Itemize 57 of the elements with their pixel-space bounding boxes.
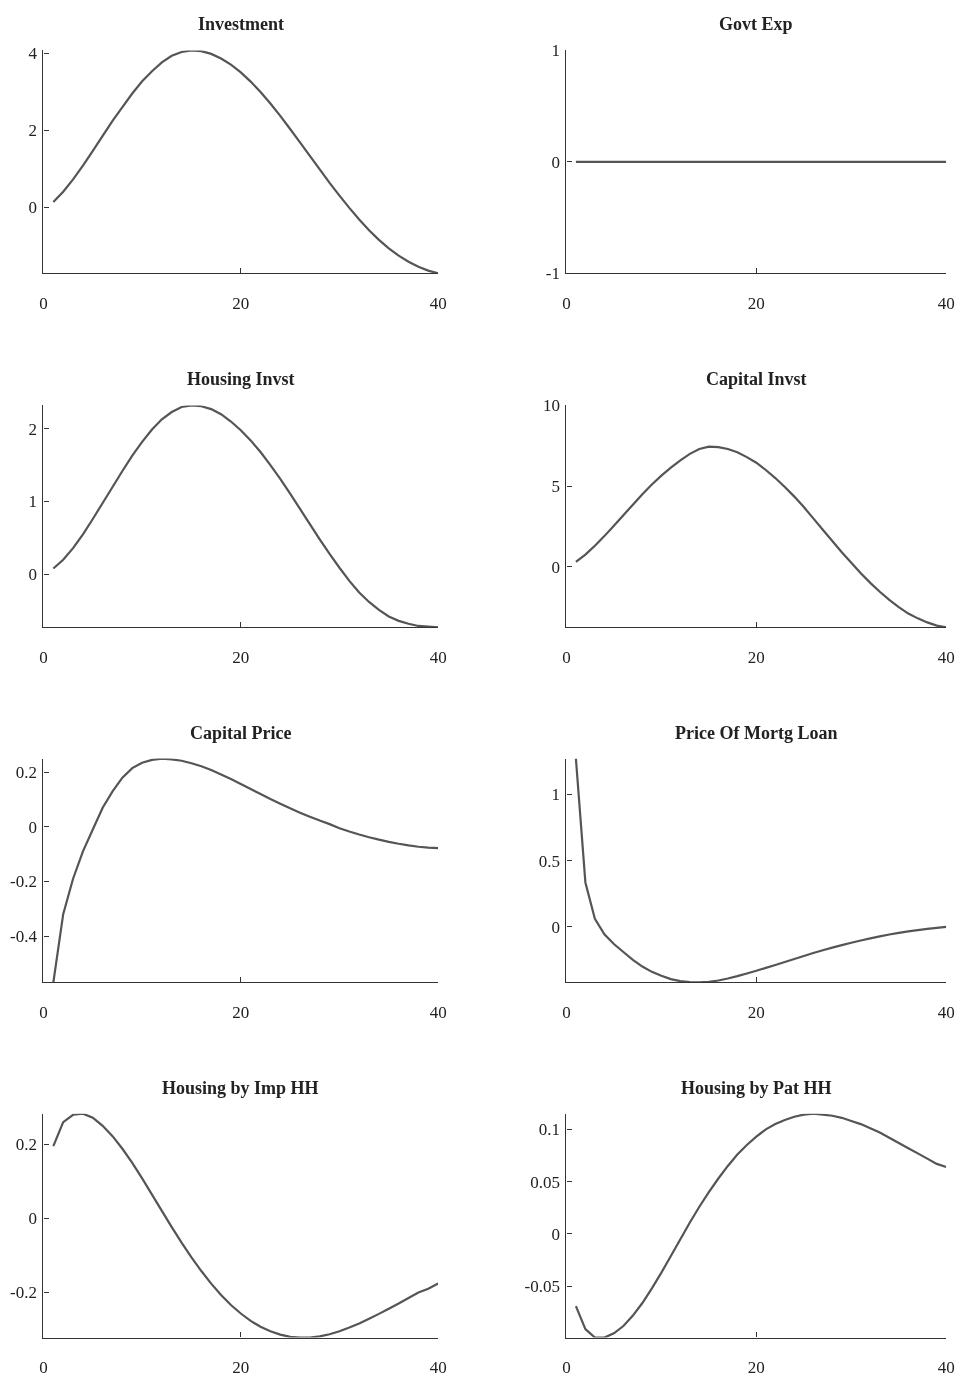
line-series <box>574 445 947 628</box>
x-tick-label: 20 <box>747 647 765 667</box>
y-tick-label: 0.2 <box>15 1135 37 1155</box>
x-tick-label: 20 <box>747 1002 765 1022</box>
x-tick-label: 40 <box>429 1358 447 1378</box>
y-tick-label: 10 <box>542 396 560 416</box>
y-tick-label: 0.05 <box>530 1172 560 1192</box>
x-tick-label: 20 <box>232 1358 250 1378</box>
y-tick-label: 0 <box>28 198 37 218</box>
y-tick-label: -0.2 <box>10 1283 37 1303</box>
x-tick-label: 40 <box>429 1002 447 1022</box>
y-tick-label: -0.2 <box>10 872 37 892</box>
y-tick-label: 0 <box>551 152 560 172</box>
y-tick-label: 2 <box>28 121 37 141</box>
y-tick-label: 1 <box>28 492 37 512</box>
chart-title: Investment <box>198 14 284 34</box>
x-tick-label: 20 <box>232 1002 250 1022</box>
x-tick-label: 40 <box>429 647 447 667</box>
y-tick-label: -0.4 <box>10 927 38 946</box>
x-tick-label: 20 <box>232 293 250 313</box>
y-tick-label: 0 <box>551 557 560 577</box>
x-tick-label: 20 <box>232 647 250 667</box>
y-tick-label: 0 <box>551 1224 560 1244</box>
y-tick-label: 0 <box>28 565 37 585</box>
x-tick-label: 40 <box>937 1002 955 1022</box>
x-tick-label: 40 <box>937 1358 955 1378</box>
y-tick-label: 4 <box>28 44 38 64</box>
line-series <box>52 1113 439 1338</box>
line-series <box>52 758 439 983</box>
line-series <box>52 50 439 274</box>
y-tick-label: 1 <box>551 785 560 805</box>
x-tick-label: 20 <box>747 1358 765 1378</box>
y-tick-label: 0 <box>28 1209 37 1229</box>
y-tick-label: 2 <box>28 419 37 439</box>
y-tick-label: 0.5 <box>538 851 560 871</box>
line-series <box>574 1113 947 1338</box>
x-tick-label: 40 <box>429 293 447 313</box>
y-tick-label: 0 <box>551 917 560 937</box>
chart-title: Housing by Pat HH <box>681 1078 832 1098</box>
y-tick-label: 0 <box>28 817 37 837</box>
y-tick-label: 0.1 <box>538 1120 560 1140</box>
chart-title: Housing by Imp HH <box>162 1078 319 1098</box>
x-tick-label: 40 <box>937 647 955 667</box>
chart-title: Capital Invst <box>706 369 807 389</box>
y-tick-label: 0.2 <box>15 763 37 783</box>
x-tick-label: 40 <box>937 293 955 313</box>
y-tick-label: -0.05 <box>524 1277 560 1297</box>
chart-title: Capital Price <box>190 723 292 743</box>
line-series <box>52 405 439 628</box>
y-tick-label: 1 <box>551 41 560 61</box>
line-series <box>574 758 947 983</box>
chart-title: Price Of Mortg Loan <box>675 723 838 743</box>
chart-title: Govt Exp <box>719 14 793 34</box>
y-tick-label: 5 <box>551 477 560 497</box>
x-tick-label: 20 <box>747 293 765 313</box>
y-tick-label: -1 <box>545 264 560 284</box>
chart-title: Housing Invst <box>187 369 295 389</box>
